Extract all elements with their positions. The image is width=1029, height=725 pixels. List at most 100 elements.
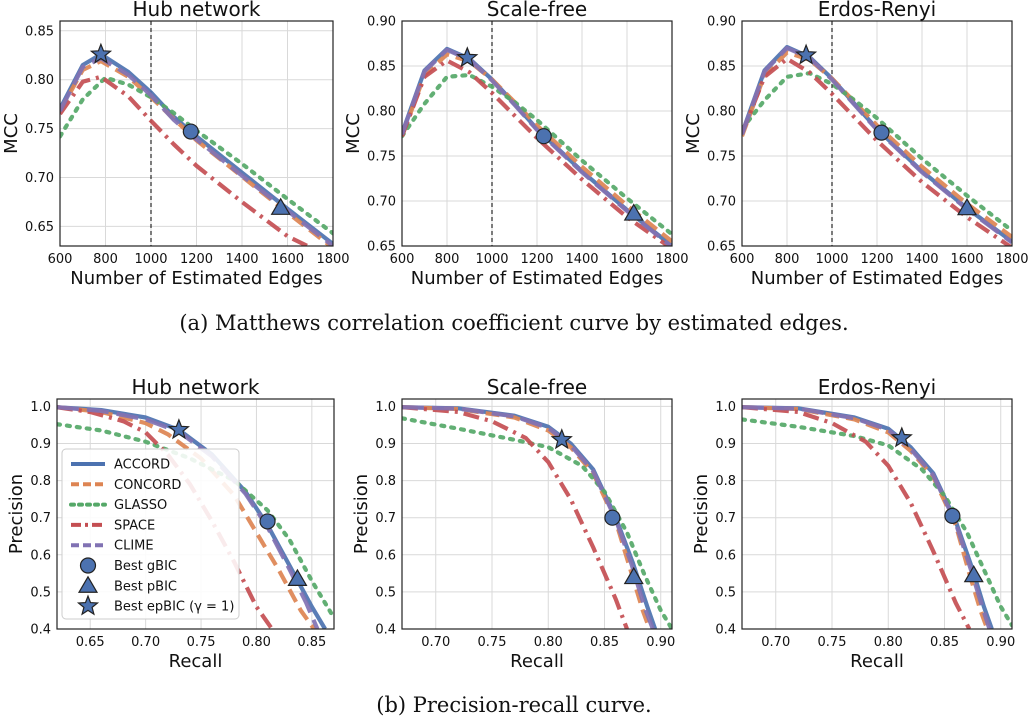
marker-circle: [535, 128, 552, 145]
x-tick-label: 0.80: [534, 635, 563, 650]
marker-circle: [944, 507, 961, 524]
series-line-clime: [60, 56, 333, 246]
x-tick-label: 1200: [180, 252, 213, 267]
x-tick-label: 0.80: [242, 635, 271, 650]
y-tick-label: 1.0: [30, 400, 51, 415]
y-tick-label: 0.65: [367, 240, 396, 255]
series-line-clime: [742, 45, 1012, 245]
series-line-concord: [402, 52, 672, 244]
chart-panel-1: 600 800 1000 1200 1400 1600 1800 0.65 0.70 0.75 0.…: [1, 0, 350, 289]
y-tick-label: 0.7: [375, 511, 396, 526]
marker-triangle: [956, 198, 978, 216]
y-tick-label: 0.75: [707, 150, 736, 165]
y-tick-label: 0.8: [30, 474, 51, 489]
x-tick-label: 1000: [815, 252, 848, 267]
series-line-glasso: [742, 417, 1012, 628]
x-axis-label: Recall: [510, 651, 564, 672]
y-axis-label: MCC: [1, 113, 22, 154]
x-tick-label: 800: [435, 252, 460, 267]
chart-panel-5: 0.70 0.75 0.80 0.85 0.90 0.4 0.5 0.6 0.7 0.8 0.9 1.…: [351, 375, 675, 672]
x-tick-label: 1400: [905, 252, 938, 267]
y-axis-label: Precision: [351, 474, 372, 554]
y-tick-label: 0.65: [707, 240, 736, 255]
x-tick-label: 0.75: [478, 635, 507, 650]
series-line-space: [742, 56, 1012, 246]
series-line-glasso: [57, 422, 334, 621]
y-tick-label: 0.9: [375, 437, 396, 452]
series-group: [742, 44, 1012, 246]
series-line-clime: [742, 405, 992, 629]
marker-star: [167, 418, 190, 440]
x-tick-label: 1200: [860, 252, 893, 267]
y-tick-label: 0.75: [367, 150, 396, 165]
series-group: [742, 405, 1012, 629]
x-tick-label: 0.70: [421, 635, 450, 650]
legend-label: SPACE: [114, 518, 155, 533]
x-tick-label: 0.90: [986, 635, 1015, 650]
legend-label: CONCORD: [114, 478, 181, 493]
y-tick-label: 0.70: [25, 171, 54, 186]
x-axis-label: Recall: [169, 651, 223, 672]
x-tick-label: 1800: [995, 252, 1028, 267]
plot-frame: [56, 398, 335, 630]
y-tick-label: 0.4: [375, 623, 396, 638]
x-tick-label: 0.65: [76, 635, 105, 650]
y-axis-label: Precision: [6, 474, 27, 554]
y-tick-label: 0.85: [25, 24, 54, 39]
plot-frame: [59, 20, 334, 247]
x-tick-label: 800: [775, 252, 800, 267]
x-tick-label: 1800: [655, 252, 688, 267]
x-tick-label: 0.70: [131, 635, 160, 650]
series-line-glasso: [742, 71, 1012, 233]
series-line-glasso: [402, 72, 672, 237]
series-line-space: [402, 58, 672, 246]
x-tick-label: 1200: [520, 252, 553, 267]
plot-frame: [401, 398, 673, 630]
y-tick-label: 0.80: [25, 73, 54, 88]
series-group: [402, 405, 672, 629]
panel-title: Hub network: [132, 375, 260, 399]
x-tick-label: 1600: [610, 252, 643, 267]
panel-title: Erdos-Renyi: [818, 0, 936, 21]
marker-star: [456, 46, 479, 68]
panel-title: Hub network: [133, 0, 261, 21]
y-tick-label: 0.7: [715, 511, 736, 526]
y-axis-label: MCC: [683, 113, 704, 154]
plot-frame: [741, 20, 1013, 247]
x-tick-label: 1000: [134, 252, 167, 267]
x-axis-label: Number of Estimated Edges: [411, 268, 663, 289]
panel-title: Scale-free: [487, 375, 587, 399]
marker-triangle: [623, 203, 644, 221]
y-tick-label: 0.6: [375, 548, 396, 563]
legend-marker-star: [76, 594, 100, 616]
caption-a: (a) Matthews correlation coefficient cur…: [179, 311, 848, 335]
x-tick-label: 1800: [316, 252, 349, 267]
marker-triangle: [287, 568, 308, 586]
marker-star: [890, 426, 913, 448]
legend-box: [61, 448, 240, 620]
y-tick-label: 0.6: [715, 548, 736, 563]
plot-frame: [401, 20, 673, 247]
x-tick-label: 1600: [271, 252, 304, 267]
y-tick-label: 0.70: [707, 195, 736, 210]
marker-star: [550, 428, 573, 450]
y-tick-label: 0.7: [30, 511, 51, 526]
y-tick-label: 0.5: [375, 585, 396, 600]
x-tick-label: 0.90: [646, 635, 675, 650]
series-line-space: [402, 405, 629, 629]
series-line-glasso: [60, 75, 333, 236]
legend-label: Best pBIC: [114, 579, 177, 594]
grid: [742, 399, 1012, 630]
legend-label: CLIME: [114, 539, 154, 554]
series-group: [402, 46, 672, 246]
x-tick-label: 1400: [225, 252, 258, 267]
x-tick-label: 0.80: [874, 635, 903, 650]
x-tick-label: 0.75: [187, 635, 216, 650]
y-tick-label: 0.4: [715, 623, 736, 638]
legend-label: Best epBIC (γ = 1): [114, 600, 234, 615]
series-line-glasso: [402, 416, 672, 629]
marker-circle: [259, 513, 276, 530]
x-axis-label: Number of Estimated Edges: [751, 268, 1003, 289]
x-tick-label: 1400: [565, 252, 598, 267]
